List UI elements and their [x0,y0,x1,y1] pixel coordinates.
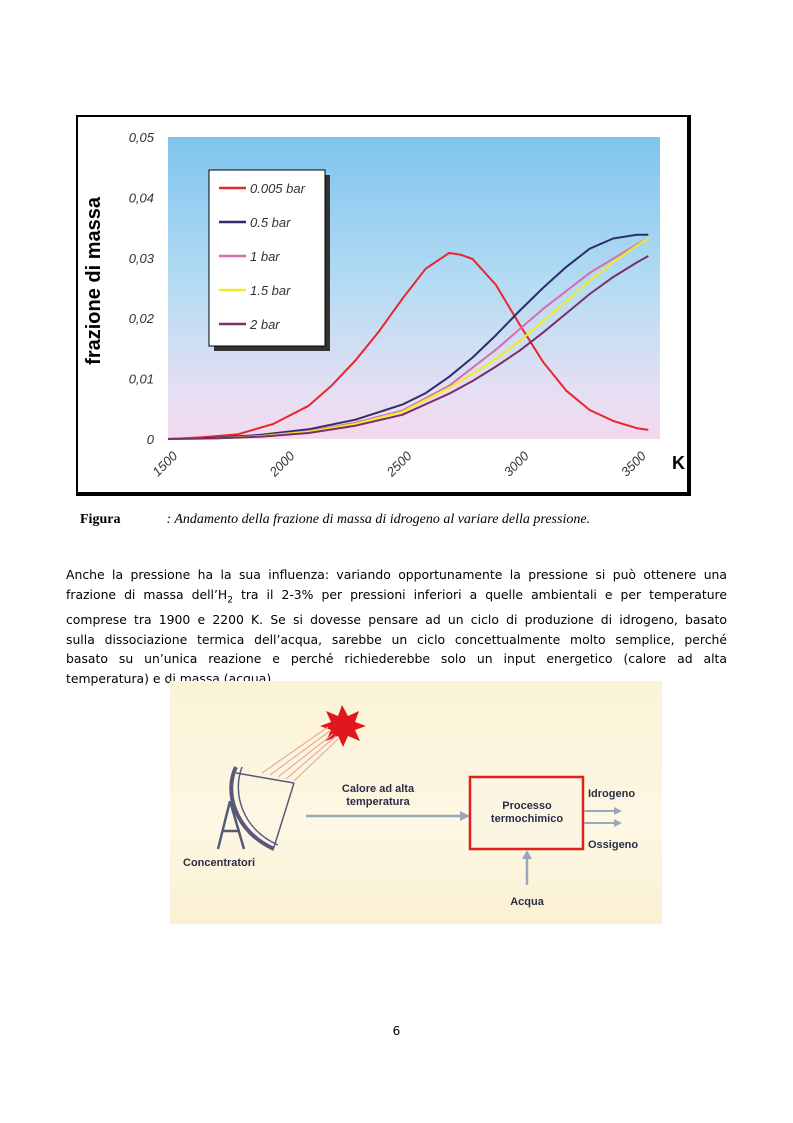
series-line [167,252,649,440]
legend-label: 1 bar [250,249,280,264]
series-line [167,255,649,440]
paragraph-line: frazione di massa dell’H2 tra il 2-3% pe… [66,585,727,611]
paragraph-line: basato su un’unica reazione e perché ric… [66,651,727,667]
series-line [167,233,649,440]
output-oxygen-label: Ossigeno [588,839,638,851]
chart-frame: 0 0,01 0,02 0,03 0,04 0,05 1500 2000 2500 3000 35… [76,115,691,496]
y-tick-label: 0,05 [129,130,155,145]
y-axis-label: frazione di massa [83,196,105,365]
legend-box [208,169,326,347]
heat-label-line2: temperatura [346,796,410,808]
water-arrow [522,850,532,885]
sun-rays [261,726,339,782]
legend-label: 0.5 bar [250,215,291,230]
process-label-line1: Processo [502,800,552,812]
y-tick-label: 0 [147,432,155,447]
y-tick-label: 0,04 [129,190,154,205]
output-arrows [584,807,622,827]
water-label: Acqua [510,896,545,908]
page-number: 6 [392,1024,401,1038]
x-axis-label: K [672,453,685,473]
concentrator-label: Concentratori [183,857,255,869]
thermochemical-diagram: Concentratori Calore ad alta temperatura… [170,681,662,924]
figure-caption: Figura : Andamento della frazione di mass… [80,512,590,528]
heat-arrow [306,811,470,821]
process-box [468,775,585,851]
y-tick-label: 0,03 [129,251,155,266]
paragraph-line: sulla dissociazione termica dell’acqua, … [66,631,727,647]
body-paragraph: Anche la pressione ha la sua influenza: … [66,565,727,688]
legend: 0.005 bar 0.5 bar 1 bar 1.5 bar 2 bar [208,169,330,351]
legend-label: 2 bar [249,317,280,332]
sun-icon [320,705,366,747]
y-tick-label: 0,01 [129,372,154,387]
x-tick-label: 3000 [501,448,533,480]
caption-label: Figura [80,512,121,527]
paragraph-text: tra il 2-3% per pressioni inferiori a qu… [232,586,727,602]
y-tick-label: 0,02 [129,311,155,326]
legend-label: 0.005 bar [250,181,306,196]
x-tick-label: 2500 [383,448,415,480]
paragraph-text: frazione di massa dell’H [66,586,228,602]
process-label-line2: termochimico [491,813,563,825]
x-tick-label: 1500 [149,448,181,480]
concentrator-dish-icon [216,766,295,851]
x-tick-label: 2000 [266,448,298,480]
x-tick-label: 3500 [618,448,650,480]
legend-label: 1.5 bar [250,283,291,298]
output-hydrogen-label: Idrogeno [588,788,635,800]
mass-fraction-chart: 0 0,01 0,02 0,03 0,04 0,05 1500 2000 2500 3000 35… [83,130,685,480]
caption-text: : Andamento della frazione di massa di i… [166,512,591,527]
subscript: 2 [227,594,233,605]
paragraph-line: comprese tra 1900 e 2200 K. Se si dovess… [66,612,727,628]
heat-label-line1: Calore ad alta [342,783,415,795]
paragraph-line: Anche la pressione ha la sua influenza: … [66,567,727,582]
